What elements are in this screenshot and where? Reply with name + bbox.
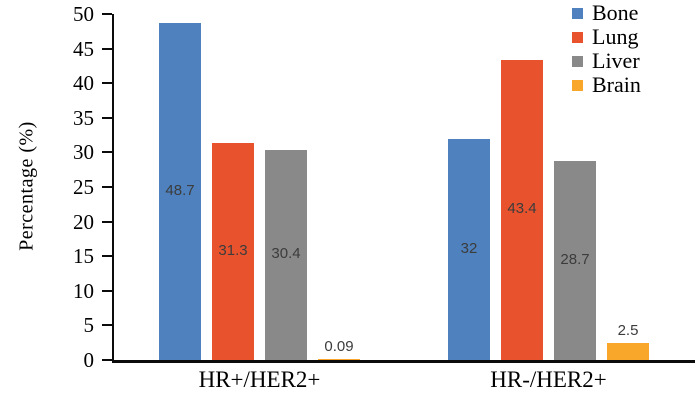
bar-lung-1	[212, 143, 254, 360]
y-tick-label: 45	[73, 36, 94, 61]
legend-item-liver: Liver	[572, 49, 641, 73]
bar-liver-1	[265, 150, 307, 360]
legend-item-bone: Bone	[572, 1, 641, 25]
bar-value-label: 28.7	[560, 251, 590, 268]
y-axis-tick	[102, 220, 112, 223]
plot-area: 0 5 10 15 20 25 30 35 40 45 50 48.7 32 31.3 43.4 30.4 28…	[73, 2, 695, 392]
legend-label: Lung	[592, 24, 639, 49]
legend-swatch-icon	[572, 55, 583, 67]
bar-value-label: 2.5	[617, 322, 639, 339]
y-axis-tick	[102, 289, 112, 292]
category-label: HR-/HER2+	[490, 367, 607, 392]
legend-swatch-icon	[572, 7, 583, 19]
y-tick-label: 35	[73, 105, 94, 130]
bar-bone-1	[159, 23, 201, 360]
y-axis-tick	[102, 255, 112, 258]
y-axis-title: Percentage (%)	[15, 121, 38, 251]
y-tick-label: 25	[73, 175, 94, 199]
y-tick-label: 5	[83, 313, 95, 338]
y-axis-tick	[102, 186, 112, 188]
legend-item-lung: Lung	[572, 25, 641, 49]
y-axis-tick	[102, 324, 112, 327]
y-tick-label: 20	[73, 209, 94, 234]
bar-lung-2	[501, 60, 543, 360]
bar-value-label: 43.4	[507, 200, 537, 217]
y-tick-label: 15	[73, 244, 94, 269]
y-tick-label: 30	[73, 140, 94, 165]
bar-liver-2	[554, 161, 596, 360]
y-tick-label: 10	[73, 278, 94, 303]
legend-label: Bone	[592, 0, 639, 25]
y-tick-label: 40	[73, 71, 94, 96]
legend-label: Brain	[592, 72, 641, 97]
bar-value-label: 0.09	[324, 338, 354, 355]
y-axis-tick	[102, 13, 112, 15]
y-axis-tick	[102, 151, 112, 154]
y-axis-tick	[102, 359, 112, 361]
bar-brain-1	[318, 359, 360, 360]
y-axis-tick	[102, 116, 112, 119]
y-tick-label: 0	[83, 348, 95, 372]
category-label: HR+/HER2+	[198, 367, 321, 392]
y-axis-tick	[102, 82, 112, 85]
legend-label: Liver	[592, 48, 640, 73]
bar-value-label: 30.4	[271, 245, 301, 262]
legend-item-brain: Brain	[572, 73, 641, 97]
legend-swatch-icon	[572, 31, 583, 43]
legend: Bone Lung Liver Brain	[572, 1, 641, 97]
bar-value-label: 48.7	[165, 182, 195, 199]
y-tick-label: 50	[73, 2, 94, 26]
bar-brain-2	[607, 343, 649, 360]
legend-swatch-icon	[572, 79, 583, 91]
bar-value-label: 32	[460, 240, 478, 257]
y-axis-tick	[102, 47, 112, 50]
bar-bone-2	[448, 139, 490, 360]
bar-value-label: 31.3	[218, 242, 248, 259]
